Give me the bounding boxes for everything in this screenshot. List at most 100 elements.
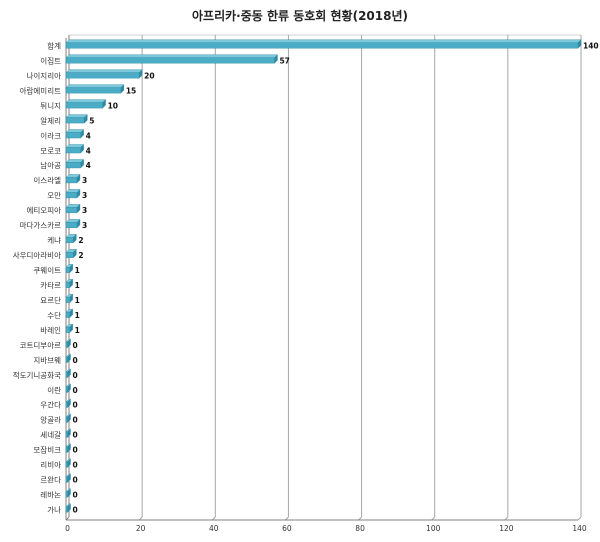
bar-front-face [65, 341, 68, 348]
x-tick-label: 120 [499, 524, 514, 533]
bar [65, 503, 71, 513]
bar-front-face [65, 267, 70, 273]
bar-front-face [65, 491, 68, 498]
data-label: 1 [75, 281, 80, 290]
x-tick-label: 60 [282, 524, 292, 533]
category-label: 이란 [47, 385, 61, 395]
x-tick-label: 100 [426, 524, 441, 533]
axes [65, 34, 581, 521]
data-label: 0 [73, 401, 78, 410]
x-tick-label: 140 [572, 524, 587, 533]
bar-top-face [65, 99, 107, 103]
data-label: 5 [89, 116, 94, 125]
data-label: 1 [75, 326, 80, 335]
data-label: 57 [279, 56, 289, 65]
bar-front-face [65, 282, 70, 288]
bar-front-face [65, 506, 68, 513]
bar-front-face [65, 72, 140, 79]
data-label: 0 [73, 446, 78, 455]
bar-front-face [65, 476, 68, 483]
category-label: 가나 [47, 506, 61, 515]
data-label: 2 [78, 251, 83, 260]
bar-top-face [65, 69, 143, 73]
category-label: 앙골라 [40, 415, 61, 425]
bar [65, 323, 74, 334]
category-label: 바레인 [40, 325, 61, 335]
category-label: 우간다 [40, 400, 61, 410]
category-label: 합계 [47, 40, 61, 50]
data-label: 0 [73, 461, 78, 470]
data-label: 1 [75, 266, 80, 275]
bar-front-face [65, 461, 68, 468]
category-label: 튀니지 [40, 101, 61, 110]
bar [65, 84, 125, 94]
category-label: 지바브웨 [33, 355, 61, 365]
bar-front-face [65, 311, 70, 318]
data-label: 4 [86, 161, 91, 170]
category-label: 레바논 [40, 490, 61, 500]
data-label: 1 [75, 296, 80, 305]
bar-front-face [65, 192, 78, 199]
category-label: 마다가스카르 [20, 221, 61, 230]
category-label: 이집트 [40, 55, 61, 65]
data-label: 0 [73, 371, 78, 380]
bar [65, 39, 582, 49]
x-tick-label: 80 [355, 524, 365, 533]
bar [65, 129, 85, 139]
bar-front-face [65, 57, 275, 64]
data-label: 3 [82, 221, 87, 230]
bar-top-face [65, 54, 278, 58]
category-label: 리비아 [40, 460, 61, 470]
bar [65, 443, 71, 453]
data-label: 0 [73, 356, 78, 365]
data-label: 10 [108, 101, 118, 110]
category-label: 적도기니공화국 [13, 370, 61, 380]
category-label: 카타르 [40, 281, 61, 290]
bar [65, 413, 71, 423]
data-label: 4 [86, 131, 91, 140]
bar [65, 458, 71, 468]
data-label: 4 [86, 146, 91, 155]
x-tick-labels: 0 20 40 60 80 100 120 140 [65, 524, 587, 533]
bar-front-face [65, 446, 68, 453]
axis-corner [65, 516, 70, 521]
category-label: 세네갈 [40, 431, 61, 440]
category-label: 르완다 [40, 476, 61, 485]
x-tick-label: 20 [136, 524, 146, 533]
bar [65, 188, 81, 199]
category-label: 쿠웨이트 [33, 265, 61, 275]
bar-top-face [65, 84, 125, 88]
bar [65, 353, 71, 364]
category-label: 케냐 [47, 235, 61, 245]
gridline-floor [577, 516, 582, 521]
bar-front-face [65, 252, 74, 258]
bar-front-face [65, 371, 68, 378]
bar-front-face [65, 431, 68, 438]
data-label: 0 [73, 386, 78, 395]
category-label: 알제리 [40, 116, 61, 125]
chart-title: 아프리카·중동 한류 동호회 현황(2018년) [192, 8, 408, 23]
x-tick-label: 40 [209, 524, 219, 533]
category-label: 남아공 [40, 160, 61, 170]
bar [65, 473, 71, 483]
category-label: 요르단 [40, 295, 61, 305]
category-label: 이스라엘 [33, 175, 61, 185]
category-label: 아랍에미리트 [20, 85, 61, 95]
bar-front-face [65, 117, 85, 124]
bar [65, 488, 71, 498]
bar [65, 263, 74, 274]
bar [65, 338, 71, 349]
bar [65, 398, 71, 408]
data-label: 15 [126, 86, 136, 95]
category-labels: 합계이집트나이지리아아랍에미리트튀니지알제리이라크모로코남아공이스라엘오만에티오… [13, 40, 61, 514]
bar-front-face [65, 162, 81, 169]
bar-front-face [65, 237, 74, 244]
data-label: 2 [78, 236, 83, 245]
data-label: 0 [73, 476, 78, 485]
bar [65, 114, 88, 124]
bar [65, 293, 74, 304]
bar-front-face [65, 326, 70, 333]
